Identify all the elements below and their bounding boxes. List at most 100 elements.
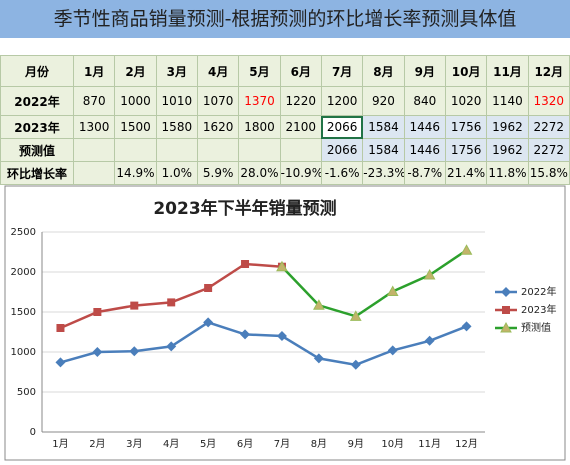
- table-row: 2023年 1300 1500 1580 1620 1800 2100 2066 1584 144…: [0, 115, 570, 139]
- marker: [55, 357, 66, 368]
- marker: [349, 310, 362, 321]
- legend-label: 预测值: [521, 321, 551, 334]
- marker: [276, 260, 288, 272]
- y-tick-label: 1000: [11, 347, 36, 358]
- table-cell: -1.6%: [320, 161, 364, 185]
- marker: [93, 308, 102, 316]
- x-tick-label: 3月: [126, 438, 142, 450]
- table-cell: 5月: [238, 55, 281, 87]
- table-cell: 预测值: [0, 138, 74, 162]
- table-cell: 环比增长率: [0, 161, 74, 185]
- marker: [241, 260, 250, 268]
- table-cell: 1200: [320, 86, 364, 116]
- table-cell: 15.8%: [527, 161, 570, 185]
- chart-title: 2023年下半年销量预测: [153, 198, 336, 219]
- table-row: 月份 1月 2月 3月 4月 5月 6月 7月 8月 9月 10月 11月 12月: [0, 55, 570, 87]
- table-cell: -10.9%: [279, 161, 322, 185]
- legend-label: 2022年: [521, 285, 556, 298]
- series-line: [281, 249, 468, 318]
- marker: [166, 341, 177, 352]
- table-cell: 11.8%: [486, 161, 529, 185]
- table-cell: 2272: [527, 115, 570, 139]
- table-cell: 28.0%: [238, 161, 281, 185]
- table-cell: 1220: [279, 86, 322, 116]
- y-tick-label: 2500: [11, 227, 36, 238]
- marker: [56, 324, 65, 332]
- table-cell: 1446: [403, 115, 446, 139]
- series-line: [60, 321, 467, 367]
- table-cell: 1756: [444, 138, 488, 162]
- y-tick-label: 2000: [11, 267, 36, 278]
- marker: [167, 298, 176, 307]
- table-row: 环比增长率 14.9% 1.0% 5.9% 28.0% -10.9% -1.6% -23.3%…: [0, 161, 570, 185]
- x-tick-label: 11月: [418, 438, 441, 450]
- marker: [204, 284, 213, 292]
- table-cell: 1446: [403, 138, 446, 162]
- table-cell: 2023年: [0, 115, 74, 139]
- marker: [130, 301, 139, 310]
- table-cell: [155, 138, 198, 162]
- table-cell: 12月: [527, 55, 570, 87]
- marker: [240, 329, 251, 340]
- table-cell: 1620: [196, 115, 240, 139]
- data-table: 月份 1月 2月 3月 4月 5月 6月 7月 8月 9月 10月 11月 12月 2022年 870 100…: [0, 55, 570, 185]
- table-cell: 1580: [155, 115, 198, 139]
- marker: [313, 353, 324, 364]
- y-tick-label: 1500: [11, 307, 36, 318]
- legend-marker: [501, 287, 511, 297]
- table-cell: [72, 138, 116, 162]
- table-cell: 1962: [486, 138, 529, 162]
- table-cell: 4月: [196, 55, 240, 87]
- table-cell: [114, 138, 157, 162]
- table-cell: 870: [72, 86, 116, 116]
- marker: [276, 331, 287, 341]
- table-row: 预测值 2066 1584 1446 1756 1962 2272: [0, 138, 570, 162]
- marker: [424, 335, 435, 346]
- table-cell: -23.3%: [362, 161, 405, 185]
- table-cell: 6月: [279, 55, 322, 87]
- table-cell: 14.9%: [114, 161, 157, 185]
- marker: [350, 359, 361, 370]
- x-tick-label: 4月: [163, 438, 179, 450]
- marker: [129, 346, 140, 357]
- marker: [461, 321, 472, 332]
- legend-marker: [500, 321, 512, 333]
- x-tick-label: 6月: [237, 438, 253, 450]
- table-cell: 1584: [362, 115, 405, 139]
- marker: [423, 269, 436, 280]
- marker: [386, 285, 399, 297]
- table-cell: -8.7%: [403, 161, 446, 185]
- marker: [387, 345, 398, 356]
- table-cell: 21.4%: [444, 161, 488, 185]
- legend-marker: [502, 306, 510, 314]
- table-cell: 7月: [320, 55, 364, 87]
- table-cell: 8月: [362, 55, 405, 87]
- table-cell: 1800: [238, 115, 281, 139]
- y-tick-label: 500: [17, 387, 36, 398]
- x-tick-label: 8月: [311, 438, 327, 450]
- x-tick-label: 2月: [89, 438, 105, 450]
- table-cell: [279, 138, 322, 162]
- x-tick-label: 9月: [348, 438, 364, 450]
- table-cell: 3月: [155, 55, 198, 87]
- x-tick-label: 7月: [274, 438, 290, 450]
- x-tick-label: 5月: [200, 438, 216, 450]
- table-cell: 2022年: [0, 86, 74, 116]
- table-cell: 11月: [486, 55, 529, 87]
- table-cell: 9月: [403, 55, 446, 87]
- table-cell: 1300: [72, 115, 116, 139]
- x-tick-label: 1月: [52, 438, 68, 450]
- marker: [92, 347, 103, 357]
- marker: [313, 299, 325, 310]
- chart-frame: [4, 185, 566, 461]
- sheet-title: 季节性商品销量预测-根据预测的环比增长率预测具体值: [0, 0, 570, 38]
- table-cell: 2100: [279, 115, 322, 139]
- table-cell: [72, 161, 116, 185]
- x-tick-label: 10月: [381, 438, 404, 450]
- table-cell: 1020: [444, 86, 488, 116]
- table-cell: 2066: [320, 115, 364, 139]
- table-cell: 10月: [444, 55, 488, 87]
- marker: [203, 317, 214, 328]
